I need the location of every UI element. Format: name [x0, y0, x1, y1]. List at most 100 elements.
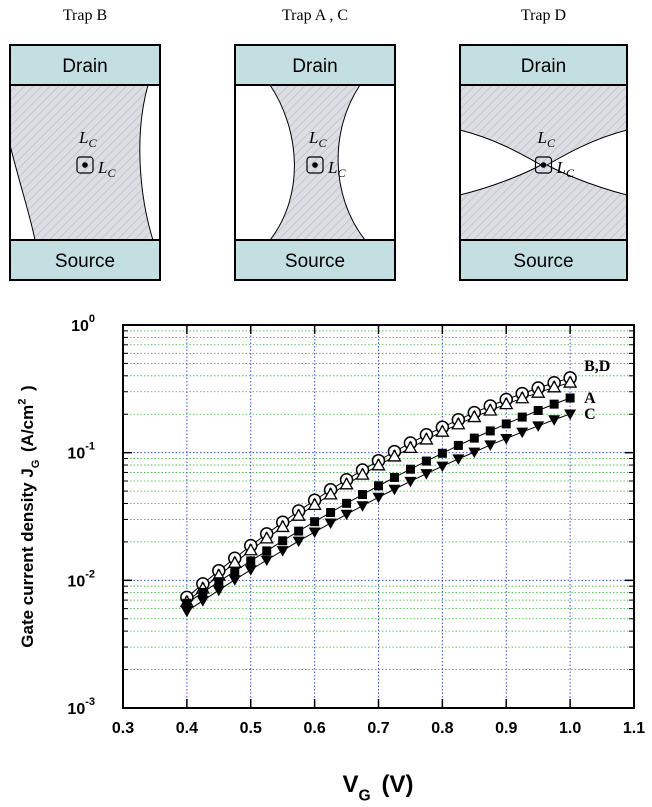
length-label: LC [97, 158, 116, 180]
x-tick-label: 0.3 [112, 720, 134, 737]
length-label: LC [537, 128, 556, 150]
marker [278, 536, 288, 546]
drain-label: Drain [521, 56, 566, 77]
x-tick-label: 0.8 [431, 720, 453, 737]
marker [358, 490, 368, 500]
marker [531, 385, 546, 398]
length-symbol: L [97, 158, 107, 177]
marker [499, 396, 514, 410]
series-label: B,D [584, 358, 610, 375]
marker [307, 497, 322, 511]
length-subscript: C [547, 136, 556, 150]
x-tick-label: 0.6 [304, 720, 326, 737]
axis-label-part: Gate current density J [18, 468, 37, 648]
x-tick-label: 0.4 [176, 720, 198, 737]
marker [324, 518, 337, 530]
y-tick-label: 10-2 [67, 568, 95, 590]
marker [212, 585, 225, 597]
marker [532, 421, 545, 432]
white-region [545, 129, 628, 196]
y-tick-label: 100 [71, 313, 95, 335]
trap-dot [82, 162, 88, 168]
marker [371, 458, 386, 471]
marker [500, 434, 513, 445]
marker [485, 426, 495, 436]
marker [342, 498, 352, 508]
marker [294, 526, 304, 536]
marker [435, 424, 450, 437]
drain-label: Drain [62, 56, 107, 77]
tick-base: 10 [71, 318, 89, 335]
source-label: Source [285, 251, 345, 272]
panel-title: Trap D [521, 7, 566, 24]
trap-box [76, 156, 94, 174]
marker [453, 440, 463, 450]
marker [388, 484, 401, 496]
marker [501, 419, 511, 429]
panel-title: Trap B [63, 7, 107, 24]
source-box [9, 239, 161, 281]
marker [356, 501, 369, 512]
axis-label-part: (A/cm [18, 405, 37, 452]
axis-label: VG (V) [343, 771, 414, 804]
marker [214, 577, 224, 587]
marker [467, 409, 482, 423]
trap-dot [540, 162, 547, 168]
axis-label-part: 2 [16, 399, 28, 405]
marker [182, 598, 192, 608]
marker [243, 542, 258, 556]
marker [323, 487, 338, 500]
marker [533, 405, 543, 415]
x-tick-label: 0.5 [240, 720, 262, 737]
axis-label-part: (V) [381, 771, 413, 798]
marker [483, 403, 498, 416]
marker [405, 464, 415, 474]
marker [484, 440, 497, 451]
axis-label-part: V [343, 771, 359, 798]
marker [180, 606, 193, 618]
source-label: Source [513, 251, 573, 272]
length-subscript: C [337, 166, 346, 180]
marker [421, 456, 431, 466]
marker [549, 399, 559, 409]
drain-label: Drain [292, 56, 337, 77]
marker [310, 517, 320, 527]
source-box [459, 239, 628, 281]
marker [228, 575, 241, 586]
marker [230, 566, 240, 576]
marker [436, 461, 449, 473]
x-tick-label: 0.7 [367, 720, 389, 737]
tick-base: 10 [67, 573, 85, 590]
marker [420, 469, 433, 480]
marker [275, 519, 290, 533]
marker [196, 596, 209, 607]
marker [276, 546, 289, 557]
marker [403, 440, 418, 454]
length-symbol: L [78, 128, 88, 147]
marker [564, 409, 577, 420]
marker [563, 375, 578, 388]
tick-base: 10 [67, 701, 85, 718]
marker [404, 476, 417, 488]
marker [468, 447, 481, 459]
x-tick-label: 1.1 [623, 720, 645, 737]
marker [437, 448, 447, 458]
marker [262, 546, 272, 556]
series-label: C [584, 406, 596, 423]
marker [469, 433, 479, 443]
length-subscript: C [88, 136, 97, 150]
length-subscript: C [566, 166, 575, 180]
length-symbol: L [308, 128, 318, 147]
plot-frame [122, 324, 635, 709]
axis-label-part: G [359, 787, 371, 804]
series-line [186, 382, 571, 603]
axis-label: Gate current density JG (A/cm2) [16, 385, 42, 647]
marker [516, 427, 529, 439]
length-label: LC [556, 158, 575, 180]
marker [308, 527, 321, 539]
source-box [234, 239, 396, 281]
x-tick-label: 0.9 [495, 720, 517, 737]
length-label: LC [78, 128, 97, 150]
